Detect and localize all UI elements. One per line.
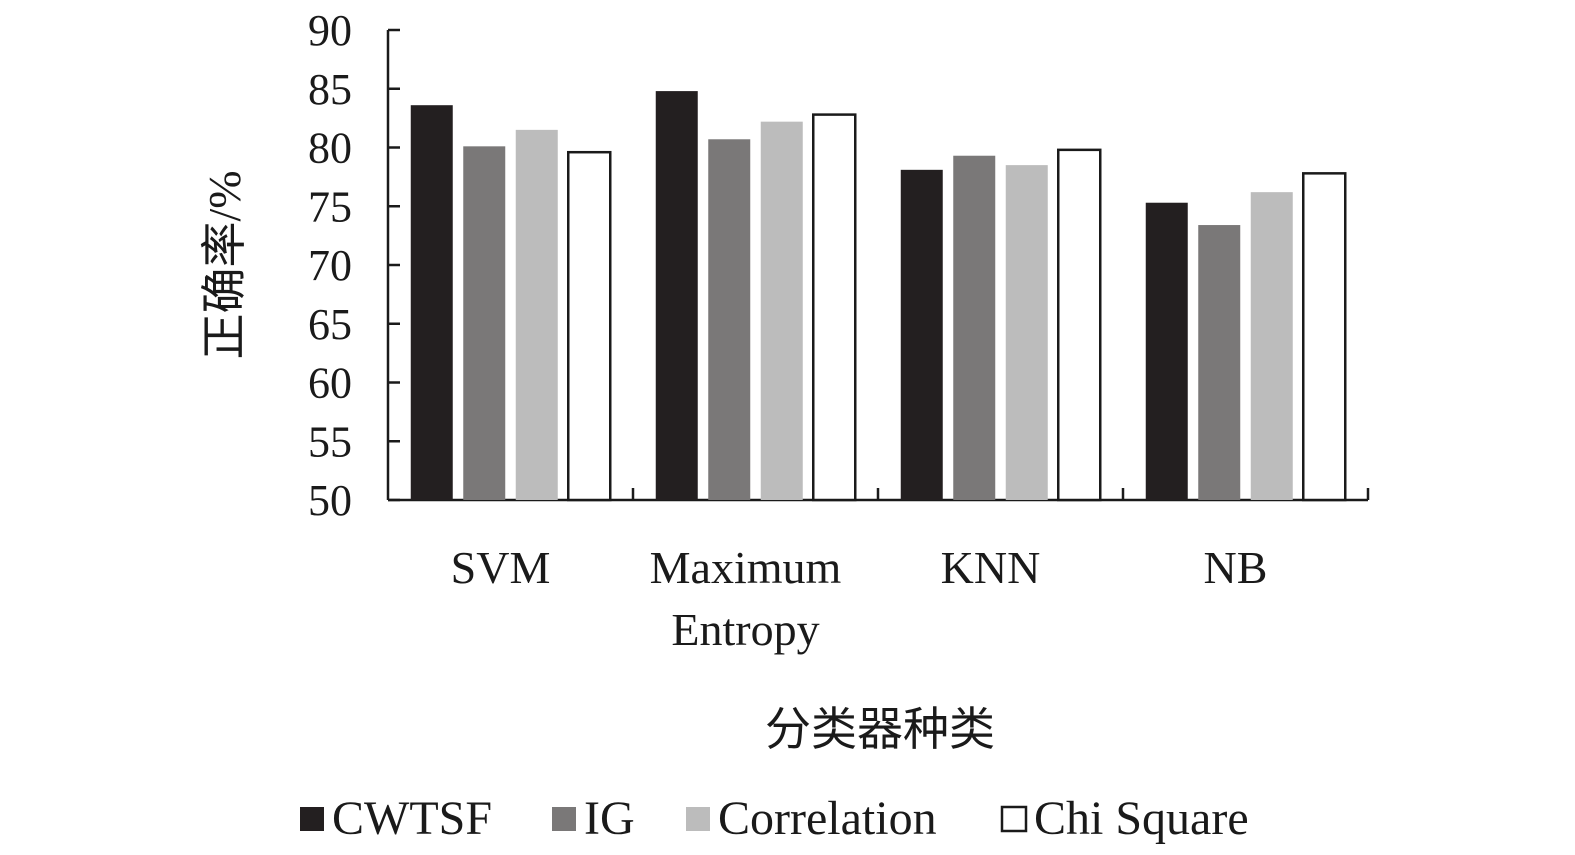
- bar-ig: [953, 155, 996, 500]
- legend-swatch: [552, 807, 576, 831]
- legend-swatch: [300, 807, 324, 831]
- legend-label: IG: [584, 792, 635, 845]
- y-tick-label: 70: [308, 241, 352, 290]
- bar-cwtsf: [410, 105, 453, 500]
- legend-label: CWTSF: [332, 792, 492, 845]
- legend-label: Correlation: [718, 792, 937, 845]
- y-tick-label: 80: [308, 124, 352, 173]
- bar-chi-square: [567, 150, 612, 502]
- bar-correlation: [515, 129, 558, 500]
- legend: CWTSF IG Correlation Chi Square: [300, 792, 1249, 845]
- category-label: Maximum: [650, 542, 842, 593]
- category-label: SVM: [451, 542, 551, 593]
- legend-label: Chi Square: [1034, 792, 1249, 845]
- y-axis: 50 55 60 65 70 75 80 85 90: [308, 6, 400, 525]
- category-label: NB: [1204, 542, 1268, 593]
- y-tick-label: 55: [308, 417, 352, 466]
- bar-chi-square: [1302, 172, 1347, 502]
- bar-correlation: [760, 121, 803, 501]
- bar-ig: [1198, 225, 1241, 501]
- bar-chi-square: [1057, 148, 1102, 502]
- bar-series: [410, 91, 1347, 502]
- y-tick-label: 75: [308, 182, 352, 231]
- bar-cwtsf: [1145, 202, 1188, 500]
- y-tick-label: 60: [308, 359, 352, 408]
- bar-chi-square: [812, 113, 857, 502]
- y-tick-label: 90: [308, 6, 352, 55]
- y-tick-label: 85: [308, 65, 352, 114]
- bar-correlation: [1250, 192, 1293, 500]
- category-label: KNN: [941, 542, 1041, 593]
- bar-correlation: [1005, 165, 1048, 500]
- x-axis-title: 分类器种类: [765, 704, 995, 755]
- bar-cwtsf: [655, 91, 698, 500]
- y-axis-title: 正确率/%: [199, 170, 250, 359]
- bar-ig: [708, 139, 751, 500]
- y-tick-label: 50: [308, 476, 352, 525]
- legend-swatch: [1000, 805, 1028, 833]
- legend-swatch: [686, 807, 710, 831]
- category-labels: SVM Maximum Entropy KNN NB: [451, 542, 1268, 655]
- bar-cwtsf: [900, 169, 943, 500]
- bar-ig: [463, 146, 506, 500]
- y-tick-label: 65: [308, 300, 352, 349]
- category-label: Entropy: [671, 604, 819, 655]
